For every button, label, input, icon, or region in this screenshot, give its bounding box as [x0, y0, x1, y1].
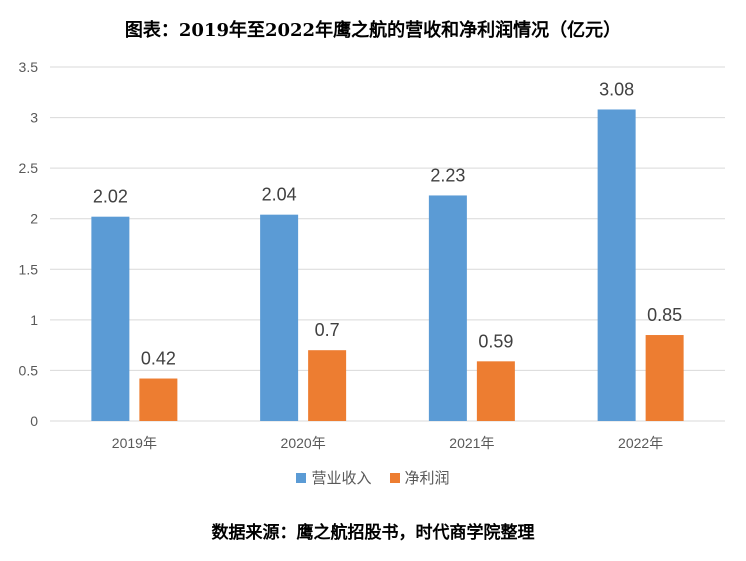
legend-item-revenue: 营业收入 — [296, 467, 372, 488]
x-tick-label: 2019年 — [112, 435, 157, 451]
y-tick-label: 3.5 — [19, 59, 39, 75]
x-tick-label: 2020年 — [281, 435, 326, 451]
data-label: 3.08 — [599, 79, 634, 99]
bar — [308, 350, 347, 421]
legend-item-net-profit: 净利润 — [389, 467, 450, 488]
legend-label-net-profit: 净利润 — [404, 469, 450, 487]
legend-swatch-revenue — [296, 472, 307, 483]
y-tick-label: 0.5 — [19, 362, 39, 378]
data-label: 0.85 — [647, 305, 682, 325]
data-label: 2.02 — [93, 187, 128, 207]
bar — [139, 378, 178, 421]
x-tick-label: 2021年 — [449, 435, 494, 451]
bar — [476, 361, 515, 421]
data-label: 0.7 — [315, 320, 340, 340]
bar — [260, 214, 299, 421]
chart-title: 图表：2019年至2022年鹰之航的营收和净利润情况（亿元） — [124, 20, 622, 41]
data-label: 2.04 — [262, 185, 297, 205]
bar — [597, 109, 636, 421]
source-note: 数据来源：鹰之航招股书，时代商学院整理 — [211, 523, 535, 543]
y-tick-label: 2.5 — [19, 160, 39, 176]
legend-swatch-net-profit — [389, 472, 400, 483]
y-tick-label: 3 — [30, 110, 38, 126]
y-tick-label: 2 — [30, 211, 38, 227]
x-tick-label: 2022年 — [618, 435, 663, 451]
legend: 营业收入 净利润 — [0, 467, 746, 488]
bar — [645, 335, 684, 421]
y-tick-label: 1 — [30, 312, 38, 328]
y-tick-label: 0 — [30, 413, 38, 429]
y-tick-label: 1.5 — [19, 261, 39, 277]
bar — [91, 216, 130, 421]
data-label: 0.59 — [478, 331, 513, 351]
data-label: 0.42 — [141, 349, 176, 369]
bar — [428, 195, 467, 421]
legend-label-revenue: 营业收入 — [311, 469, 372, 487]
data-label: 2.23 — [430, 165, 465, 185]
